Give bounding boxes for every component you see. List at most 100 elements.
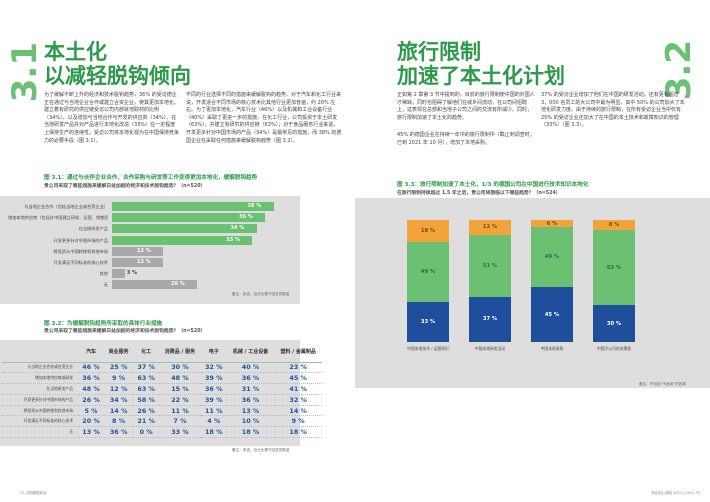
title-line-2: 以减轻脱钩倾向: [44, 64, 191, 88]
table-column-header: 消费品 / 服务: [159, 342, 201, 363]
bar: [112, 246, 163, 256]
table-cell: 22 %: [159, 394, 201, 406]
segment-value-label: 12 %: [482, 224, 498, 231]
table-cell: 14 %: [274, 405, 322, 417]
table-cell: 41 %: [274, 383, 322, 395]
x-axis-label: 中国本地研发活动: [474, 346, 506, 351]
table-cell: 15 %: [159, 383, 201, 395]
bar: [112, 235, 253, 245]
column-segment: 30 %: [593, 305, 635, 342]
table-cell: 63 %: [133, 372, 160, 385]
stacked-column: 30 % 62 % 8 %: [593, 220, 635, 342]
row-label: 开发满足不同标准的核心技术: [2, 415, 78, 428]
bar-row: 将投资从中国转移到其他市场 12 %: [8, 246, 308, 256]
segment-value-label: 30 %: [606, 320, 622, 327]
bar-value-label: 38 %: [247, 203, 262, 209]
table-column-header: 汽车: [78, 342, 105, 363]
figure-3-3-note: 备注：不包括“不适用”的答案: [639, 382, 686, 386]
table-row: 增加本地供应商或研发 36 % 9 % 63 % 48 % 39 % 36 % 45 %: [2, 372, 322, 385]
bar-label: 将投资从中国转移到其他市场: [53, 248, 108, 254]
table-row: 开发满足不同标准的核心技术 20 % 8 % 21 % 7 % 4 % 10 % 9 %: [2, 415, 322, 428]
table-cell: 26 %: [133, 405, 160, 417]
segment-value-label: 33 %: [420, 318, 436, 325]
left-footer: 32 中国德国商会: [20, 491, 47, 495]
bar: [112, 258, 163, 267]
table-cell: 58 %: [133, 394, 160, 406]
table-cell: 36 %: [200, 383, 227, 395]
table-row: 开发更多针对中国市场的产品 26 % 34 % 58 % 22 % 39 % 36 % 32 …: [2, 394, 322, 406]
stacked-column: 45 % 49 % 6 %: [531, 220, 573, 342]
table-cell: 18 %: [200, 426, 227, 439]
figure-3-1-note: 备注：多选，百分比基于回答的数量: [232, 292, 290, 296]
table-cell: 13 %: [78, 426, 105, 439]
column-segment: 49 %: [531, 227, 573, 288]
table-cell: 32 %: [200, 362, 227, 374]
figure-3-3-subtitle: 在旅行限制持续超过 1.5 年之后，贵公司将面临以下哪些趋势？（n=524）: [397, 191, 561, 196]
bar-label: 其他: [99, 271, 108, 277]
bar: [112, 213, 265, 223]
table-cell: 36 %: [104, 426, 134, 439]
table-cell: 5 %: [78, 405, 105, 417]
row-label: 开发更多针对中国市场的产品: [2, 394, 78, 406]
x-axis-label: 中国本地技术 / 运营知识: [407, 346, 449, 351]
bar-label: 无: [103, 282, 108, 288]
segment-value-label: 51 %: [482, 262, 498, 269]
x-axis-label: 中国本地采购: [540, 346, 564, 351]
bar-row: 无 20 %: [8, 280, 308, 290]
table-cell: 36 %: [78, 372, 105, 385]
table-cell: 39 %: [200, 394, 227, 406]
title-line-2: 加速了本土化计划: [397, 64, 565, 88]
bar: [112, 280, 197, 290]
table-cell: 23 %: [274, 362, 322, 374]
table-cell: 31 %: [226, 383, 275, 395]
segment-value-label: 18 %: [420, 227, 436, 234]
segment-value-label: 45 %: [544, 311, 560, 318]
column-segment: 51 %: [469, 234, 511, 297]
body-paragraph-1: 为了缓解不断上升的经济和技术脱钩趋势，36% 的受访德企正在通过与当地企业合作或…: [44, 92, 180, 144]
bar-row: 其他 3 %: [8, 269, 308, 279]
table-cell: 33 %: [159, 426, 201, 439]
table-column-header: 商业服务: [104, 342, 134, 363]
bar-label: 开发满足不同标准的核心技术: [53, 260, 108, 265]
table-cell: 48 %: [78, 383, 105, 395]
stacked-column: 33 % 49 % 18 %: [407, 220, 449, 342]
table-cell: 20 %: [78, 415, 105, 428]
row-label: 将投资从中国转移到其他市场: [2, 405, 78, 417]
table-cell: 48 %: [159, 372, 201, 385]
table-cell: 9 %: [104, 372, 134, 385]
table-cell: 4 %: [200, 415, 227, 428]
table-row: 将投资从中国转移到其他市场 5 % 14 % 26 % 11 % 11 % 13 % 14 %: [2, 405, 322, 417]
segment-value-label: 6 %: [546, 220, 558, 227]
section-title: 旅行限制 加速了本土化计划: [397, 40, 565, 88]
table-cell: 36 %: [226, 394, 275, 406]
figure-3-2-note: 备注：多选，百分比基于回答的数量: [232, 448, 290, 452]
figure-3-2-table: 汽车 商业服务 化工 消费品 / 服务 电子 机械 / 工业设备 塑料 / 金属制品 与当地…: [2, 342, 322, 439]
title-line-1: 旅行限制: [397, 40, 481, 64]
column-segment: 45 %: [531, 287, 573, 342]
table-row: 无 13 % 36 % 0 % 33 % 18 % 18 % 18 %: [2, 426, 322, 439]
body-paragraph-2: 45% 的德国企业在持续一年中的旅行限制中（截止到调查时，已到 2021 年 1…: [397, 132, 535, 146]
table-cell: 8 %: [104, 415, 134, 428]
right-footer: 商业信心调查 2021 | 2022 33: [651, 491, 700, 495]
table-cell: 10 %: [226, 415, 275, 428]
figure-3-1-chart: 与当地企业合作（包括当地企业或合资企业） 38 % 增加本地供应商（包括在中国建立研…: [8, 202, 308, 302]
table-cell: 14 %: [104, 405, 134, 417]
segment-value-label: 49 %: [544, 254, 560, 261]
table-header-row: 汽车 商业服务 化工 消费品 / 服务 电子 机械 / 工业设备 塑料 / 金属制品: [2, 342, 322, 363]
table-row: 与当地企业合作或合资企业 46 % 25 % 37 % 30 % 32 % 40 % 23 %: [2, 362, 322, 374]
table-cell: 40 %: [226, 362, 275, 374]
bar-value-label: 3 %: [126, 270, 137, 277]
figure-3-2-title: 图 3.2：为缓解脱钩趋势所采取的具体行业措施: [44, 321, 163, 327]
column-segment: 49 %: [407, 241, 449, 302]
x-axis-label: 中国子公司的决策权: [596, 346, 632, 351]
right-page: 旅行限制 加速了本土化计划 3.2 正如第 2 章第 3 节中提到的，目前的旅行…: [355, 0, 710, 502]
bar: [112, 224, 257, 234]
bar-label: 增加本地供应商（包括在中国建立研发、运营、销售团队）: [8, 215, 108, 221]
stacked-column: 37 % 51 % 12 %: [469, 220, 511, 342]
table-cell: 25 %: [104, 362, 134, 374]
bar-row: 增加本地供应商（包括在中国建立研发、运营、销售团队） 36 %: [8, 213, 308, 223]
bar: [112, 202, 274, 211]
table-cell: 11 %: [159, 405, 201, 417]
table-cell: 30 %: [159, 362, 201, 374]
table-column-header: 化工: [133, 342, 160, 363]
